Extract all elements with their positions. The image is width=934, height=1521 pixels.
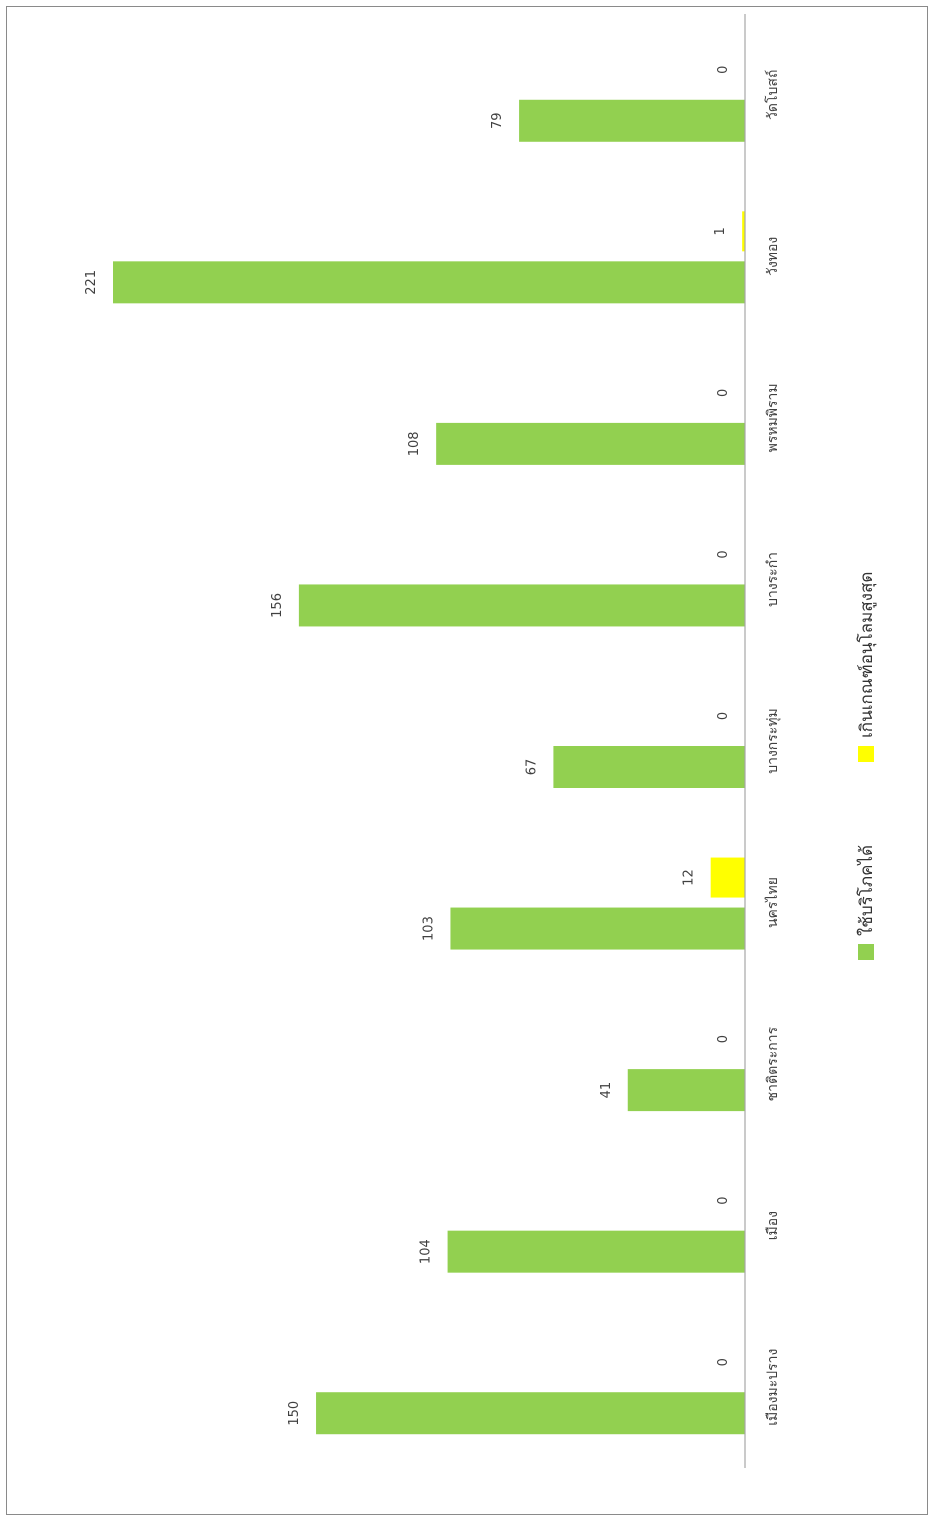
category-label-5: บางระกำ bbox=[765, 552, 781, 607]
bar-usable-8 bbox=[519, 99, 745, 142]
data-label-usable-8: 79 bbox=[490, 113, 505, 130]
bars-layer bbox=[113, 99, 745, 1435]
data-label-exceed-0: 0 bbox=[716, 1358, 731, 1366]
data-label-usable-3: 103 bbox=[421, 916, 436, 941]
data-label-usable-6: 108 bbox=[407, 431, 422, 456]
bar-exceed-7 bbox=[742, 211, 745, 252]
bar-usable-4 bbox=[553, 746, 745, 788]
legend-label-1: เกินเกณฑ์อนุโลมสูงสุด bbox=[856, 572, 877, 738]
category-labels-layer: เมืองมะปราง เมือง ชาติตระการ นครไทย บางกระทุ… bbox=[764, 70, 781, 1426]
data-label-usable-1: 104 bbox=[419, 1239, 434, 1264]
bar-exceed-3 bbox=[710, 857, 745, 898]
category-label-7: วังทอง bbox=[765, 237, 781, 276]
bar-usable-0 bbox=[316, 1392, 745, 1435]
data-label-exceed-6: 0 bbox=[716, 389, 731, 397]
legend-label-0: ใช้บริโภคได้ bbox=[856, 845, 877, 936]
category-label-0: เมืองมะปราง bbox=[765, 1349, 781, 1426]
data-label-usable-0: 150 bbox=[287, 1401, 302, 1426]
legend-swatch-1 bbox=[858, 746, 874, 762]
bar-usable-6 bbox=[436, 422, 745, 465]
category-label-8: วัดโบสถ์ bbox=[764, 70, 781, 120]
bar-usable-7 bbox=[113, 261, 745, 304]
data-label-exceed-4: 0 bbox=[716, 712, 731, 720]
category-label-1: เมือง bbox=[765, 1211, 781, 1240]
data-label-exceed-1: 0 bbox=[716, 1197, 731, 1205]
category-label-4: บางกระทุ่ม bbox=[765, 708, 781, 774]
data-label-exceed-3: 12 bbox=[682, 869, 697, 886]
legend-swatch-0 bbox=[858, 944, 874, 960]
legend: ใช้บริโภคได้ เกินเกณฑ์อนุโลมสูงสุด bbox=[856, 572, 877, 960]
data-label-usable-5: 156 bbox=[270, 593, 285, 618]
bar-usable-1 bbox=[447, 1230, 745, 1273]
data-label-usable-4: 67 bbox=[524, 759, 539, 776]
category-label-2: ชาติตระการ bbox=[765, 1026, 781, 1101]
data-label-exceed-2: 0 bbox=[716, 1035, 731, 1043]
data-label-usable-2: 41 bbox=[599, 1082, 614, 1099]
category-label-3: นครไทย bbox=[764, 877, 781, 928]
bar-usable-5 bbox=[298, 584, 745, 627]
data-label-exceed-8: 0 bbox=[716, 66, 731, 74]
data-label-usable-7: 221 bbox=[84, 270, 99, 295]
data-label-exceed-5: 0 bbox=[716, 550, 731, 558]
data-labels-layer: 150 0 104 0 41 0 103 12 67 0 156 0 108 0 221 1 79 0 bbox=[84, 66, 731, 1426]
data-label-exceed-7: 1 bbox=[713, 227, 728, 235]
bar-usable-2 bbox=[627, 1069, 745, 1112]
category-label-6: พรหมพิราม bbox=[765, 383, 781, 452]
bar-usable-3 bbox=[450, 907, 745, 950]
